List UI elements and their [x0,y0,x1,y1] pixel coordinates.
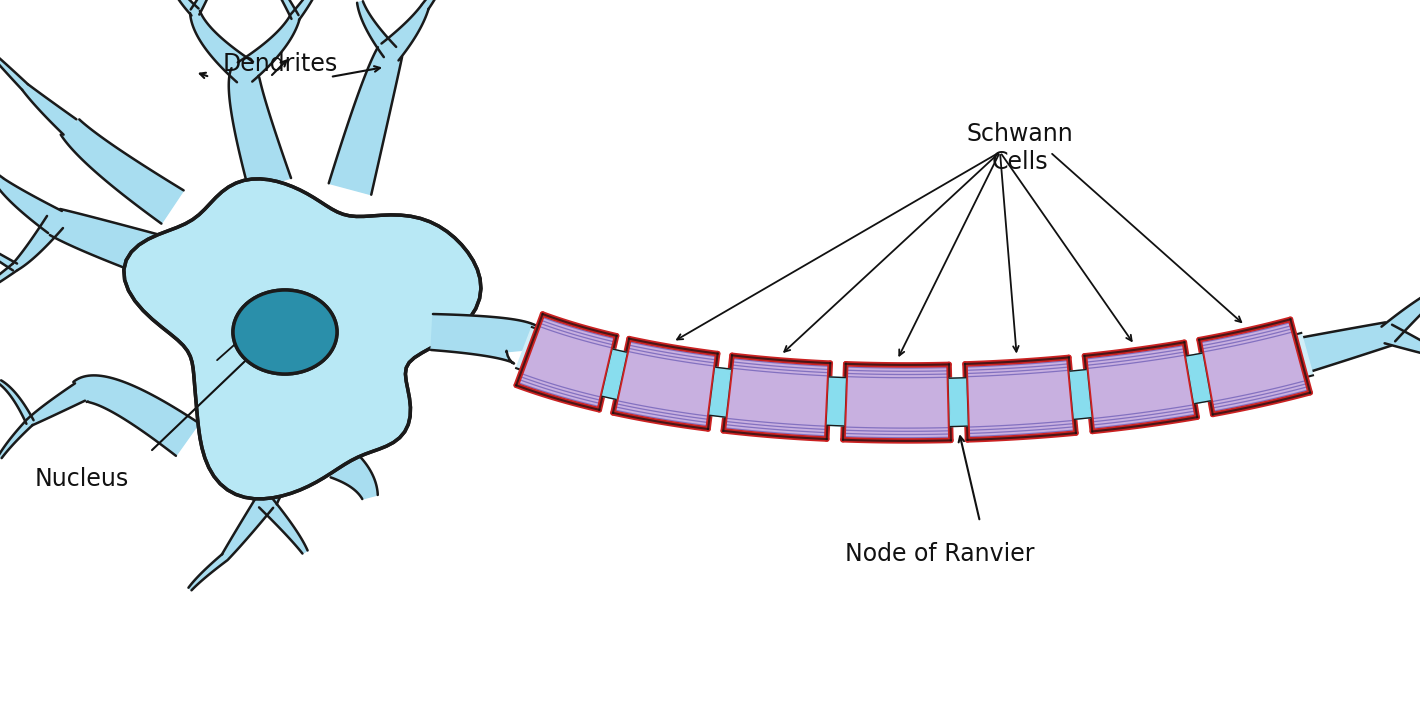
Text: Schwann
Cells: Schwann Cells [967,122,1074,174]
Polygon shape [1085,342,1197,431]
Polygon shape [1187,354,1210,404]
Polygon shape [189,554,227,590]
Polygon shape [0,419,33,458]
Polygon shape [50,209,165,278]
Polygon shape [291,0,322,20]
Polygon shape [0,264,17,293]
Polygon shape [190,11,253,82]
Polygon shape [23,84,77,134]
Polygon shape [0,380,34,423]
Polygon shape [1296,322,1392,373]
Ellipse shape [233,290,337,374]
Polygon shape [74,375,199,456]
Polygon shape [124,179,481,499]
Polygon shape [237,15,300,81]
Ellipse shape [233,290,337,374]
Polygon shape [124,179,481,499]
Polygon shape [517,314,616,410]
Polygon shape [1198,320,1311,414]
Polygon shape [0,240,17,271]
Polygon shape [515,327,1314,425]
Polygon shape [613,339,717,429]
Polygon shape [1071,370,1091,419]
Polygon shape [168,0,199,16]
Polygon shape [0,151,3,186]
Text: Dendrites: Dendrites [223,52,338,76]
Polygon shape [1382,288,1420,341]
Polygon shape [190,0,217,15]
Polygon shape [329,47,402,194]
Polygon shape [61,119,183,223]
Polygon shape [13,216,62,270]
Polygon shape [222,496,273,559]
Polygon shape [382,5,429,61]
Polygon shape [229,68,291,191]
Text: Nucleus: Nucleus [36,467,129,491]
Text: Node of Ranvier: Node of Ranvier [845,542,1035,566]
Polygon shape [0,56,28,90]
Polygon shape [432,314,552,363]
Polygon shape [0,178,62,233]
Polygon shape [828,377,845,426]
Polygon shape [253,452,294,504]
Polygon shape [723,356,831,439]
Polygon shape [710,367,730,417]
Polygon shape [268,0,298,19]
Polygon shape [356,1,396,57]
Polygon shape [843,364,951,441]
Polygon shape [966,358,1076,440]
Polygon shape [422,0,447,9]
Polygon shape [950,378,967,426]
Polygon shape [258,496,308,554]
Polygon shape [331,447,378,499]
Polygon shape [602,349,626,399]
Polygon shape [28,383,85,426]
Polygon shape [1384,325,1420,356]
